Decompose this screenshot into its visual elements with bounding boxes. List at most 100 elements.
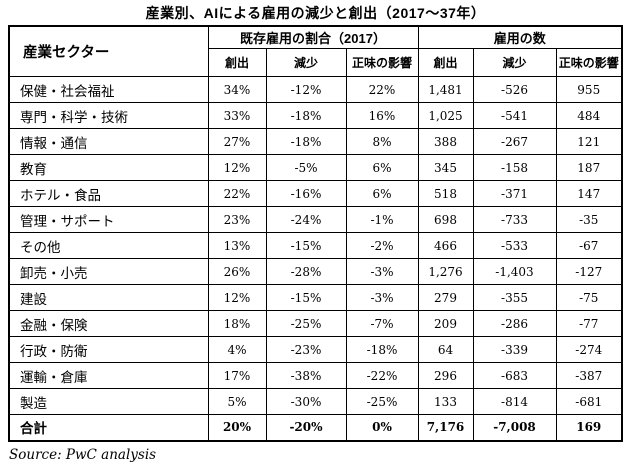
value-cell: -18% [345,336,419,363]
table-total-row: 合計 20% -20% 0% 7,176 -7,008 169 [8,414,623,441]
employment-impact-table: 産業セクター 既存雇用の割合（2017） 雇用の数 創出 減少 正味の影響 創出… [8,25,624,442]
sector-name: 建設 [8,284,209,311]
value-cell: -533 [472,232,557,259]
value-cell: -5% [265,154,347,181]
value-cell: -15% [265,284,347,311]
column-header-sector: 産業セクター [8,25,209,77]
value-cell: 484 [555,102,623,129]
table-row: 金融・保険 18% -25% -7% 209 -286 -77 [8,310,623,337]
value-cell: -814 [472,388,557,415]
value-cell: 147 [555,180,623,207]
table-row: 行政・防衛 4% -23% -18% 64 -339 -274 [8,336,623,363]
table-row: 専門・科学・技術 33% -18% 16% 1,025 -541 484 [8,102,623,129]
value-cell: -733 [472,206,557,233]
value-cell: 0% [345,414,419,441]
value-cell: 34% [207,76,267,103]
sector-name: 行政・防衛 [8,336,209,363]
value-cell: -526 [472,76,557,103]
value-cell: 169 [555,414,623,441]
table-row: 情報・通信 27% -18% 8% 388 -267 121 [8,128,623,155]
sector-name: 情報・通信 [8,128,209,155]
value-cell: -30% [265,388,347,415]
sector-name: 合計 [8,414,209,441]
value-cell: 133 [417,388,474,415]
column-header-jobs-created: 創出 [417,48,474,77]
value-cell: -25% [265,310,347,337]
column-header-jobs-net: 正味の影響 [555,48,623,77]
sector-name: 専門・科学・技術 [8,102,209,129]
value-cell: -274 [555,336,623,363]
sector-name: 保健・社会福祉 [8,76,209,103]
source-note: Source: PwC analysis [9,446,157,463]
column-group-existing-employment-share: 既存雇用の割合（2017） [207,25,419,49]
value-cell: 345 [417,154,474,181]
table-row: 卸売・小売 26% -28% -3% 1,276 -1,403 -127 [8,258,623,285]
value-cell: 12% [207,154,267,181]
header-row-subcolumns: 創出 減少 正味の影響 創出 減少 正味の影響 [9,48,623,77]
value-cell: -20% [265,414,347,441]
value-cell: -28% [265,258,347,285]
value-cell: 1,025 [417,102,474,129]
value-cell: -339 [472,336,557,363]
value-cell: 64 [417,336,474,363]
value-cell: 1,276 [417,258,474,285]
table-header: 産業セクター 既存雇用の割合（2017） 雇用の数 創出 減少 正味の影響 創出… [8,25,623,77]
sector-name: 運輸・倉庫 [8,362,209,389]
value-cell: -67 [555,232,623,259]
value-cell: -541 [472,102,557,129]
table-row: その他 13% -15% -2% 466 -533 -67 [8,232,623,259]
value-cell: 23% [207,206,267,233]
figure-title: 産業別、AIによる雇用の減少と創出（2017～37年） [145,5,486,21]
column-header-jobs-lost: 減少 [472,48,557,77]
value-cell: 4% [207,336,267,363]
value-cell: 466 [417,232,474,259]
value-cell: 33% [207,102,267,129]
value-cell: 22% [345,76,419,103]
table-row: 製造 5% -30% -25% 133 -814 -681 [8,388,623,415]
value-cell: 22% [207,180,267,207]
value-cell: -3% [345,284,419,311]
sector-name: 金融・保険 [8,310,209,337]
value-cell: 17% [207,362,267,389]
value-cell: -22% [345,362,419,389]
value-cell: 187 [555,154,623,181]
value-cell: -1% [345,206,419,233]
value-cell: 518 [417,180,474,207]
value-cell: -371 [472,180,557,207]
value-cell: -286 [472,310,557,337]
value-cell: -38% [265,362,347,389]
value-cell: 26% [207,258,267,285]
table-row: ホテル・食品 22% -16% 6% 518 -371 147 [8,180,623,207]
header-row-groups: 産業セクター 既存雇用の割合（2017） 雇用の数 [8,25,623,77]
value-cell: 209 [417,310,474,337]
value-cell: 6% [345,154,419,181]
column-header-share-lost: 減少 [265,48,347,77]
table-body: 保健・社会福祉 34% -12% 22% 1,481 -526 955 専門・科学・技術 33%… [8,76,623,441]
value-cell: -127 [555,258,623,285]
value-cell: 27% [207,128,267,155]
value-cell: -23% [265,336,347,363]
value-cell: 698 [417,206,474,233]
value-cell: 13% [207,232,267,259]
value-cell: 5% [207,388,267,415]
table-row: 管理・サポート 23% -24% -1% 698 -733 -35 [8,206,623,233]
table-row: 保健・社会福祉 34% -12% 22% 1,481 -526 955 [8,76,623,103]
value-cell: -15% [265,232,347,259]
table-row: 教育 12% -5% 6% 345 -158 187 [8,154,623,181]
column-group-number-of-jobs: 雇用の数 [417,25,623,49]
value-cell: -12% [265,76,347,103]
value-cell: -35 [555,206,623,233]
value-cell: -25% [345,388,419,415]
value-cell: -158 [472,154,557,181]
value-cell: -77 [555,310,623,337]
sector-name: その他 [8,232,209,259]
value-cell: -2% [345,232,419,259]
sector-name: ホテル・食品 [8,180,209,207]
value-cell: 7,176 [417,414,474,441]
column-header-share-net: 正味の影響 [345,48,419,77]
value-cell: -681 [555,388,623,415]
value-cell: 121 [555,128,623,155]
value-cell: 12% [207,284,267,311]
value-cell: 955 [555,76,623,103]
value-cell: 279 [417,284,474,311]
